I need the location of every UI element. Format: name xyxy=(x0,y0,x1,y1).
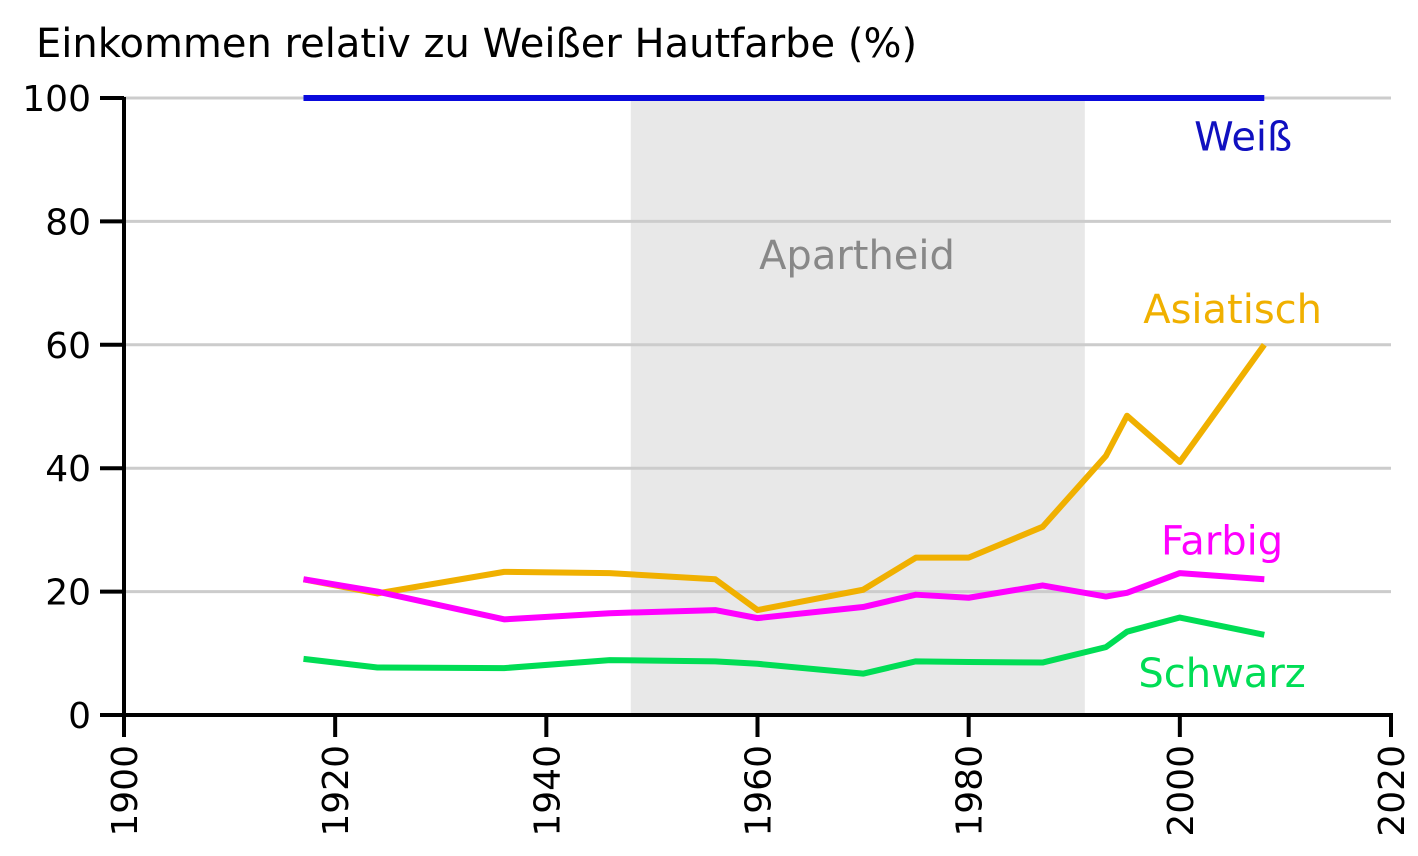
series-lines xyxy=(302,95,1267,677)
series-line-asiatisch xyxy=(302,343,1267,614)
x-tick-label-1940: 1940 xyxy=(527,745,568,837)
y-tick-label-100: 100 xyxy=(22,79,91,120)
apartheid-label: Apartheid xyxy=(759,233,955,279)
series-line-farbig xyxy=(302,570,1265,623)
x-tick-label-2020: 2020 xyxy=(1372,745,1413,837)
y-tick-label-60: 60 xyxy=(45,326,91,367)
series-label-farbig: Farbig xyxy=(1161,519,1283,565)
apartheid-band xyxy=(630,98,1085,715)
tick-labels: 0 20 40 60 80 100 1900 1920 1940 1960 1980 2000 2020 xyxy=(22,79,1413,837)
series-line-schwarz xyxy=(303,614,1265,677)
series-label-asiatisch: Asiatisch xyxy=(1143,287,1322,333)
chart-title: Einkommen relativ zu Weißer Hautfarbe (%… xyxy=(36,21,917,67)
x-tick-label-1960: 1960 xyxy=(739,745,780,837)
y-tick-label-40: 40 xyxy=(45,449,91,490)
x-tick-label-2000: 2000 xyxy=(1161,745,1202,837)
series-label-schwarz: Schwarz xyxy=(1138,651,1305,697)
x-tick-label-1920: 1920 xyxy=(316,745,357,837)
x-tick-label-1980: 1980 xyxy=(950,745,991,837)
series-label-weiß: Weiß xyxy=(1194,114,1292,160)
x-tick-label-1900: 1900 xyxy=(105,745,146,837)
y-tick-label-20: 20 xyxy=(45,573,91,614)
y-tick-label-80: 80 xyxy=(45,202,91,243)
y-tick-label-0: 0 xyxy=(68,696,91,737)
series-labels: Weiß Asiatisch Farbig Schwarz xyxy=(1138,114,1322,697)
